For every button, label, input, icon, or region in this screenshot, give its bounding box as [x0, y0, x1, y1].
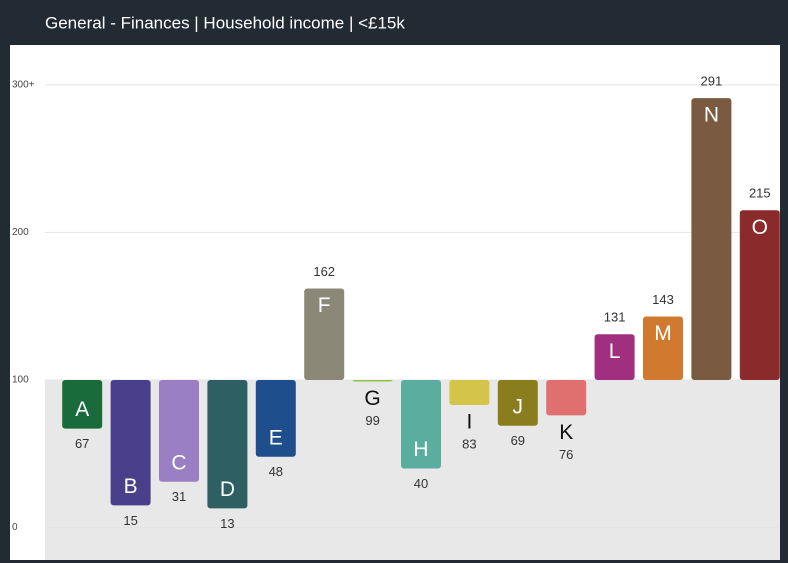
value-label: 15 [123, 513, 137, 528]
bar [691, 98, 732, 380]
value-label: 143 [652, 292, 674, 307]
value-label: 76 [559, 447, 573, 462]
value-label: 13 [220, 516, 234, 531]
value-label: 31 [172, 489, 186, 504]
bar [207, 379, 248, 509]
bar-letter: K [559, 421, 573, 444]
y-tick-label: 0 [12, 522, 18, 533]
bar [739, 210, 780, 380]
bar-letter: D [220, 478, 235, 501]
bar-letter: L [609, 340, 621, 363]
chart-title: General - Finances | Household income | … [45, 13, 405, 32]
bar-letter: O [752, 216, 768, 239]
bar [304, 288, 345, 380]
bar [159, 379, 199, 482]
value-label: 48 [269, 464, 283, 479]
value-label: 99 [365, 413, 379, 428]
bar-letter: E [269, 426, 283, 449]
bar [449, 379, 490, 406]
value-label: 131 [604, 310, 626, 325]
bar-letter: A [75, 398, 89, 421]
bar-letter: G [364, 387, 380, 410]
bar-letter: N [704, 104, 719, 127]
bar-letter: I [466, 411, 472, 434]
bar [401, 379, 441, 469]
bar [643, 316, 683, 380]
bar [594, 334, 635, 380]
bar-letter: B [124, 475, 138, 498]
value-label: 215 [749, 186, 771, 201]
bar [62, 379, 103, 429]
bar [255, 379, 296, 457]
bar [497, 379, 538, 426]
y-tick-label: 100 [12, 375, 29, 386]
value-label: 40 [414, 476, 428, 491]
value-label: 291 [701, 74, 723, 89]
bar [110, 379, 151, 506]
value-label: 69 [511, 433, 525, 448]
value-label: 83 [462, 436, 476, 451]
bar-letter: C [171, 451, 186, 474]
value-label: 67 [75, 436, 89, 451]
bar-letter: M [654, 322, 672, 345]
bar [546, 379, 587, 416]
y-tick-label: 200 [12, 227, 29, 238]
bar-letter: F [318, 294, 331, 317]
bar-letter: J [513, 395, 524, 418]
bar [352, 379, 393, 382]
y-tick-label: 300+ [12, 79, 35, 90]
bar-letter: H [413, 438, 428, 461]
value-label: 162 [313, 264, 335, 279]
